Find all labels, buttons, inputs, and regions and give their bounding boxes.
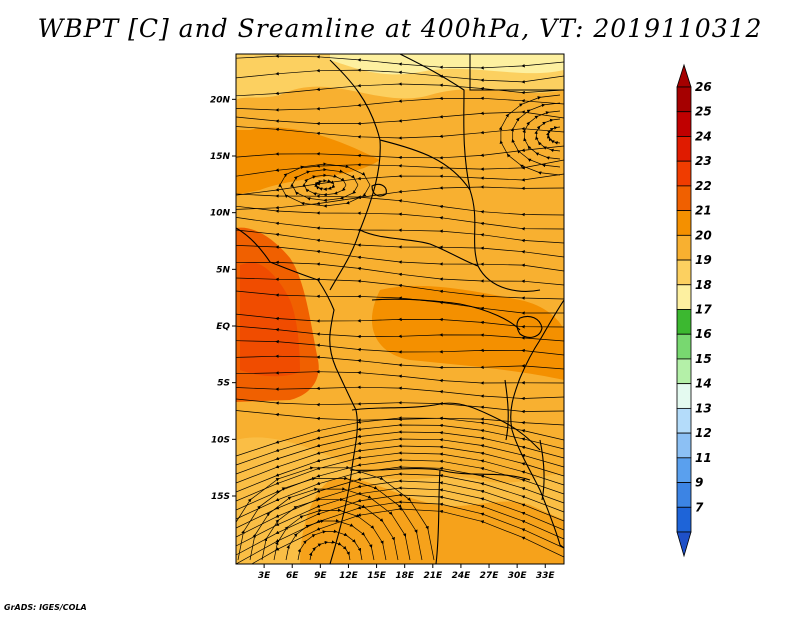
colorbar-swatch [676,457,692,483]
wbpt-field-22-north [236,127,380,195]
lon-tick-label: 15E [367,571,387,581]
colorbar-label: 16 [695,327,712,341]
colorbar-swatch [676,234,692,261]
map-plot-area [236,54,564,564]
streamline [236,68,564,84]
coastline-and-borders [236,54,564,564]
streamline [236,465,435,561]
country-border-2 [379,139,541,292]
lake-tanganyika [504,379,509,441]
streamline [236,339,564,356]
country-border-4 [371,298,521,331]
colorbar-swatch [676,111,692,137]
lon-tick-label: 33E [536,571,556,581]
colorbar: 26 25 24 23 22 21 20 19 18 17 16 15 14 13 12 11 9 7 [676,63,712,558]
country-border-3 [359,229,479,267]
streamline [236,385,564,401]
streamline [236,313,564,329]
country-border-8 [469,54,564,91]
country-border-9 [399,54,471,191]
colorbar-label: 15 [695,352,712,366]
colorbar-swatch [676,482,692,508]
streamline [236,398,564,414]
colorbar-swatch [676,185,692,212]
colorbar-swatch [676,284,692,310]
colorbar-label: 12 [695,426,712,440]
longitude-axis: 3E 6E 9E 12E 15E 18E 21E 24E 27E 30E 33E [258,564,556,581]
colorbar-label: 18 [695,278,712,292]
lat-tick-label: 20N [210,95,231,105]
colorbar-label: 9 [695,476,703,490]
country-border-7 [435,469,441,564]
lat-tick-label: 15S [211,492,230,502]
streamline [236,54,564,70]
colorbar-swatch [676,333,692,360]
colorbar-label: 19 [695,253,712,267]
colorbar-swatch [676,358,692,385]
colorbar-swatch [676,383,692,409]
country-border-5 [351,402,541,451]
colorbar-swatch [676,160,692,187]
lon-tick-label: 3E [258,571,271,581]
streamline [498,94,561,176]
colorbar-label: 20 [695,228,712,242]
colorbar-label: 23 [695,154,712,168]
colorbar-label: 22 [695,179,712,193]
east-africa-coast [510,299,564,549]
colorbar-label: 13 [695,401,712,415]
colorbar-bottom-arrow [676,531,692,558]
colorbar-label: 7 [695,500,704,514]
streamline [236,354,564,370]
lon-tick-label: 6E [286,571,299,581]
colorbar-label: 21 [695,204,712,218]
west-africa-coast [236,227,358,564]
lon-tick-label: 24E [452,571,472,581]
colorbar-swatch [676,309,692,335]
colorbar-label: 25 [695,105,712,119]
colorbar-label: 11 [695,451,712,465]
lat-tick-label: 10N [210,209,231,219]
chart-title: WBPT [C] and Sreamline at 400hPa, VT: 20… [37,14,763,43]
grads-credit: GrADS: IGES/COLA [4,603,87,612]
lat-tick-label: EQ [216,322,230,332]
colorbar-top-arrow [676,63,692,88]
lat-tick-label: 5S [217,379,230,389]
colorbar-swatch [676,407,692,434]
lon-tick-label: 30E [508,571,528,581]
lon-tick-label: 9E [314,571,327,581]
streamline [236,325,564,342]
colorbar-label: 17 [695,303,712,317]
colorbar-swatch [676,259,692,286]
lon-tick-label: 12E [339,571,359,581]
colorbar-label: 14 [695,377,712,391]
lon-tick-label: 21E [423,571,443,581]
lon-tick-label: 18E [395,571,415,581]
colorbar-swatch [676,506,692,533]
colorbar-label: 24 [695,129,712,143]
plot-frame [235,53,565,565]
lake-chad [371,183,387,197]
lake-malawi [539,439,545,501]
colorbar-swatch [676,136,692,162]
lat-tick-label: 10S [211,435,230,445]
colorbar-label: 26 [695,80,712,94]
colorbar-swatch [676,210,692,236]
country-border-1 [329,59,381,291]
streamline [236,82,564,97]
colorbar-swatch [676,86,692,113]
lon-tick-label: 27E [480,571,500,581]
lat-tick-label: 15N [210,152,231,162]
streamlines [236,54,564,564]
streamline [236,369,564,385]
lat-tick-label: 5N [216,265,230,275]
latitude-axis: 20N 15N 10N 5N EQ 5S 10S 15S [210,95,236,502]
lake-victoria [516,315,543,338]
streamline [236,290,564,315]
colorbar-swatch [676,432,692,459]
